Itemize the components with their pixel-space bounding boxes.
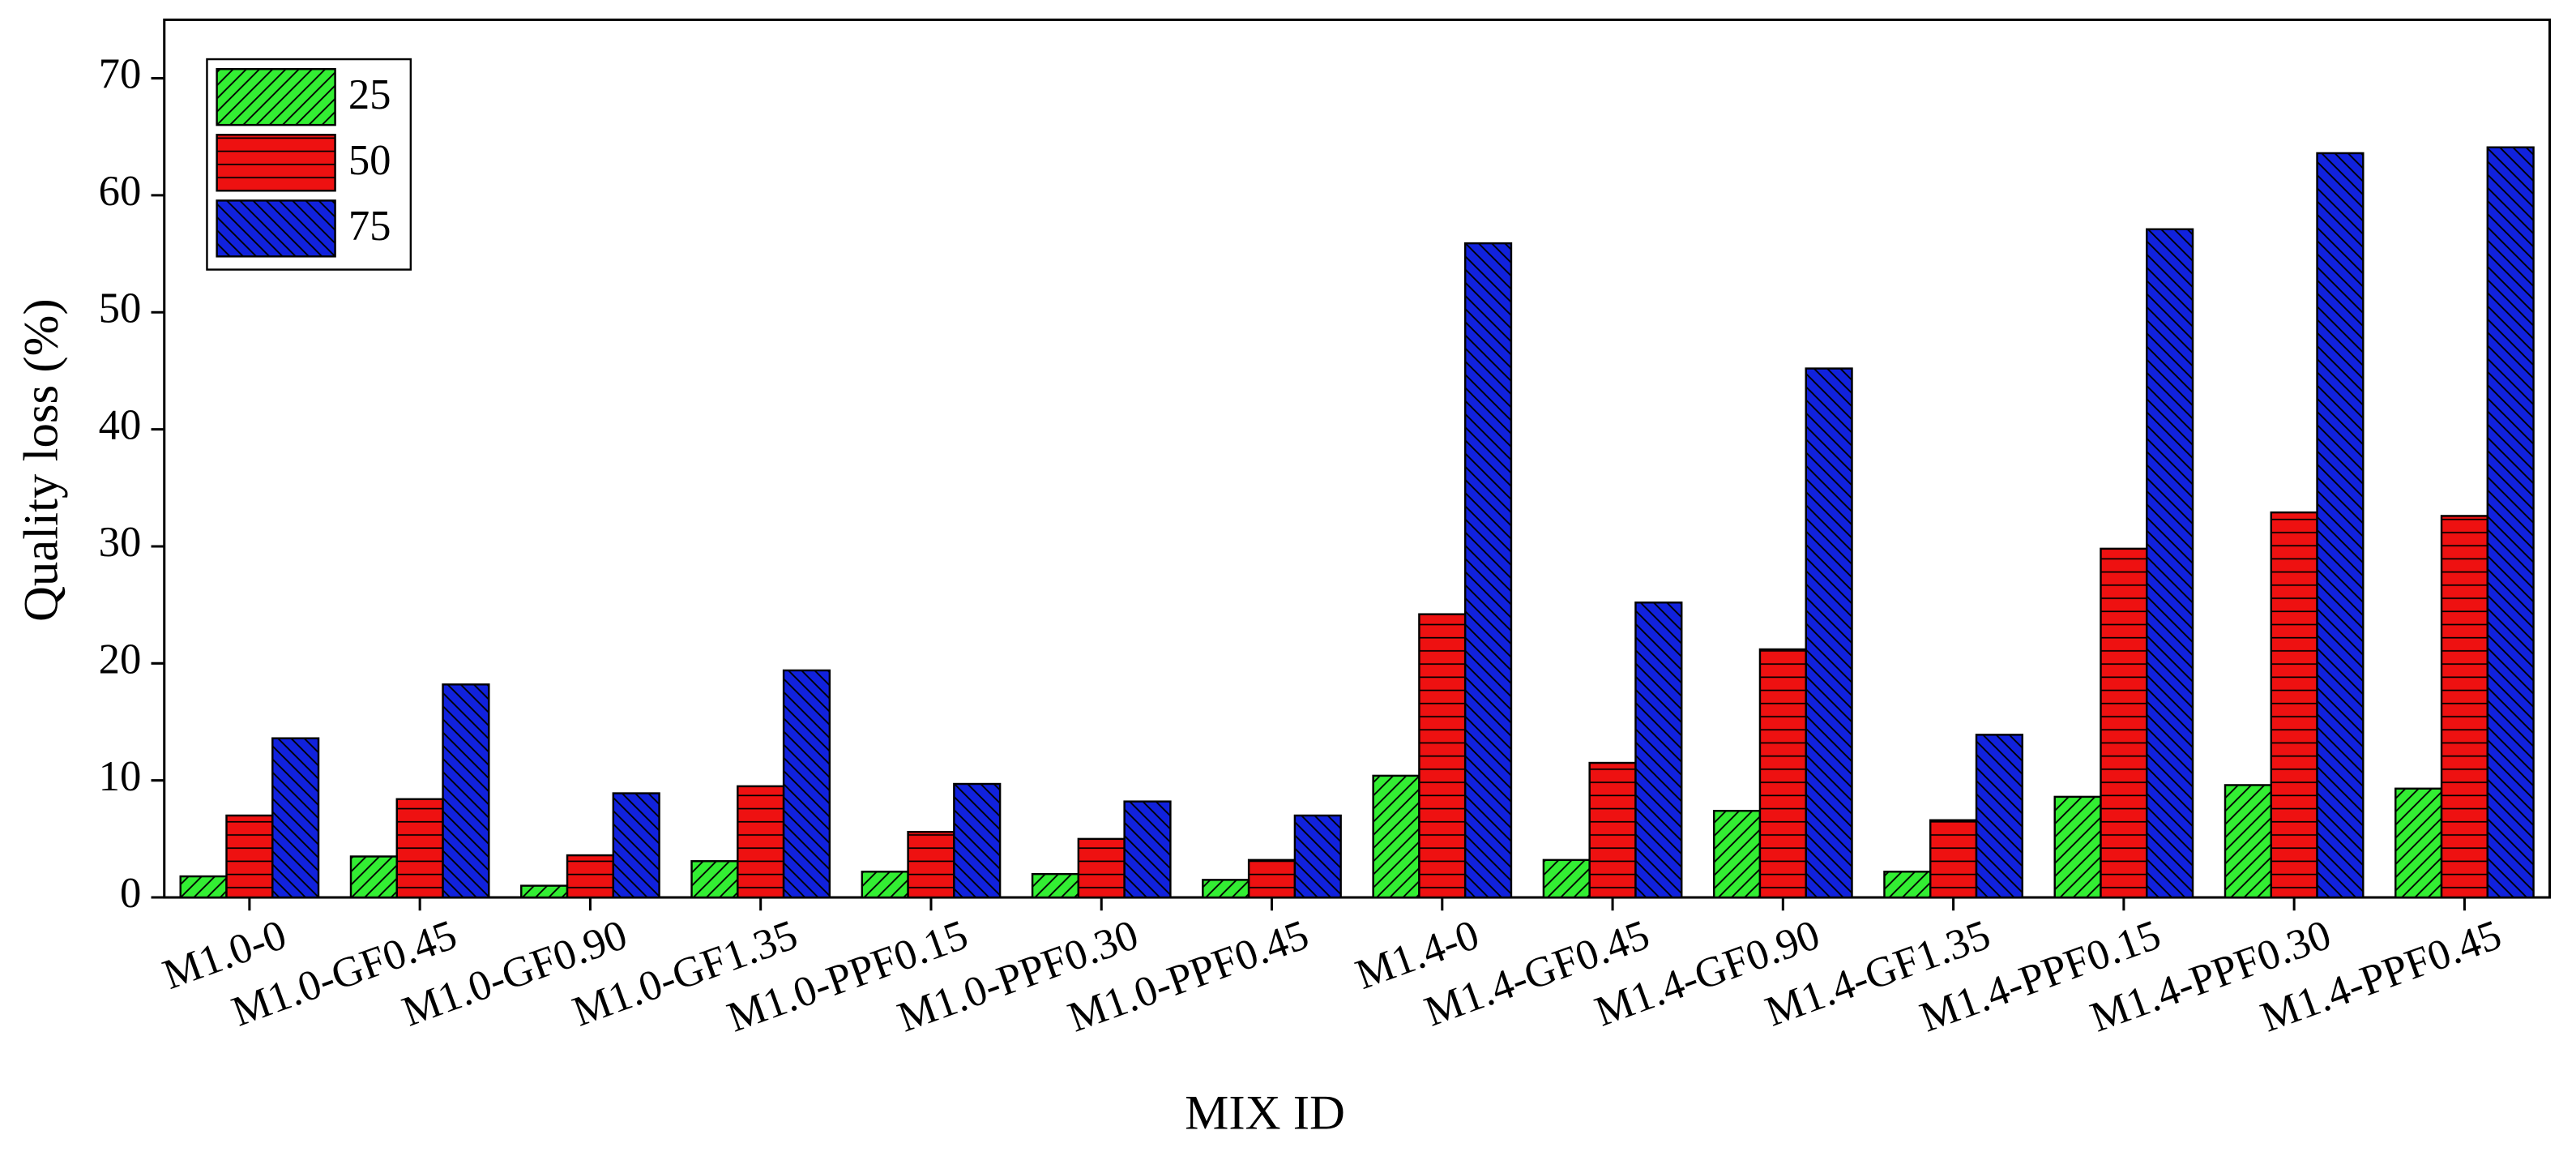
bar [225,814,274,899]
legend-swatch [216,67,336,126]
y-tick-label: 20 [99,636,142,683]
bar [271,737,320,899]
y-tick-label: 30 [99,519,142,566]
legend-label: 25 [348,71,391,118]
plot-frame [163,18,2552,899]
y-axis-label: Quality loss (%) [15,298,69,622]
bar [612,792,660,899]
bar [566,854,615,899]
y-tick-label: 0 [120,870,141,917]
bar [782,669,831,899]
bar [2394,787,2443,899]
bar [1372,774,1420,899]
bar [2100,547,2148,899]
bar [1542,858,1591,899]
bar [1418,613,1467,899]
bar [1883,871,1932,899]
bar [179,875,228,899]
bar [1975,734,2023,899]
bar [1588,761,1637,899]
bar [861,871,909,899]
bar [1712,809,1762,899]
bar [1929,819,1978,899]
bar [349,855,398,899]
legend-label: 50 [348,137,391,184]
bar [1805,367,1853,899]
bar [2053,795,2102,899]
x-axis-label: MIX ID [1185,1086,1345,1141]
bar [2486,146,2535,899]
bar [1123,800,1172,899]
bar [1758,648,1807,899]
bar [1293,814,1342,899]
y-tick-label: 70 [99,51,142,98]
bar [1634,602,1683,899]
bar [690,860,739,899]
bar [2146,228,2194,899]
y-tick-label: 60 [99,168,142,215]
y-tick-label: 50 [99,285,142,332]
y-tick-label: 40 [99,402,142,449]
bar [520,884,569,899]
bar [2270,511,2318,899]
bar [2316,152,2365,899]
bar [1031,872,1080,899]
y-tick-label: 10 [99,753,142,800]
bar [1077,837,1126,899]
legend-swatch [216,199,336,258]
legend-swatch [216,134,336,192]
bar [442,683,490,899]
bar [2224,784,2272,899]
bar [1247,858,1297,899]
bar [907,830,955,899]
bar [737,785,785,899]
bar [395,798,444,899]
legend-label: 75 [348,203,391,250]
bar [1463,242,1513,899]
bar [953,782,1002,899]
bar [1202,879,1250,899]
bar [2440,515,2489,899]
